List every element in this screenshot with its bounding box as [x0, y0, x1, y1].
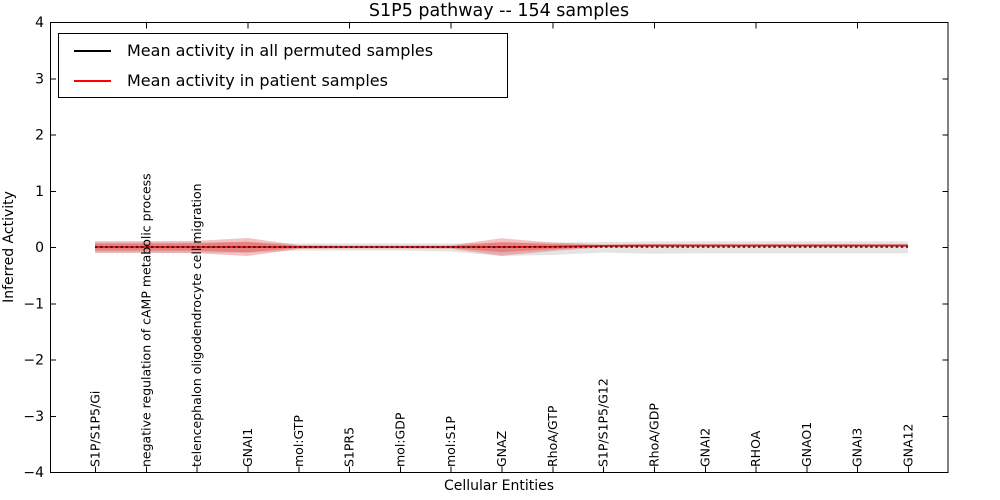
y-tick-label: 2	[35, 128, 44, 144]
x-tick-label: GNA12	[901, 424, 916, 468]
x-axis-labels: S1P/S1P5/Gi negative regulation of cAMP m…	[88, 173, 916, 467]
x-tick-label: GNAO1	[799, 422, 814, 467]
y-tick-label: 4	[35, 15, 44, 31]
x-tick-label: negative regulation of cAMP metabolic pr…	[138, 173, 153, 467]
legend-entry-patient: Mean activity in patient samples	[59, 68, 507, 94]
x-tick-label: S1PR5	[342, 427, 357, 467]
chart-title: S1P5 pathway -- 154 samples	[368, 1, 630, 21]
y-tick-label: −4	[23, 465, 44, 481]
x-tick-label: mol:GTP	[291, 415, 306, 467]
x-tick-label: GNAZ	[494, 431, 509, 467]
y-axis-title: Inferred Activity	[1, 191, 17, 303]
x-tick-label: mol:S1P	[443, 416, 458, 467]
x-axis-ticks	[95, 23, 909, 472]
x-tick-label: RHOA	[748, 430, 763, 467]
y-tick-label: 3	[35, 71, 44, 87]
legend-label: Mean activity in patient samples	[127, 71, 388, 90]
y-tick-label: 1	[35, 184, 44, 200]
x-tick-label: GNAI2	[697, 428, 712, 467]
x-tick-label: S1P/S1P5/Gi	[88, 391, 103, 467]
y-tick-label: −3	[23, 409, 44, 425]
legend-label: Mean activity in all permuted samples	[127, 41, 434, 60]
y-tick-label: −2	[23, 353, 44, 369]
x-tick-label: GNAI1	[240, 428, 255, 467]
x-tick-label: RhoA/GTP	[545, 405, 560, 467]
permuted-line-swatch-icon	[74, 49, 111, 52]
patient-line-swatch-icon	[74, 79, 111, 82]
x-tick-label: GNAI3	[850, 428, 865, 467]
y-axis-ticks: 4 3 2 1 0 −1 −2 −3 −4	[23, 15, 948, 481]
x-tick-label: mol:GDP	[392, 412, 407, 467]
x-tick-label: telencephalon oligodendrocyte cell migra…	[189, 183, 204, 467]
x-tick-label: RhoA/GDP	[646, 403, 661, 467]
x-tick-label: S1P/S1P5/G12	[596, 378, 611, 467]
x-axis-title: Cellular Entities	[443, 478, 555, 494]
legend-entry-permuted: Mean activity in all permuted samples	[59, 38, 507, 64]
patient-mean-line	[95, 244, 908, 248]
y-tick-label: −1	[23, 296, 44, 312]
y-tick-label: 0	[35, 240, 44, 256]
legend: Mean activity in all permuted samples Me…	[58, 33, 508, 98]
